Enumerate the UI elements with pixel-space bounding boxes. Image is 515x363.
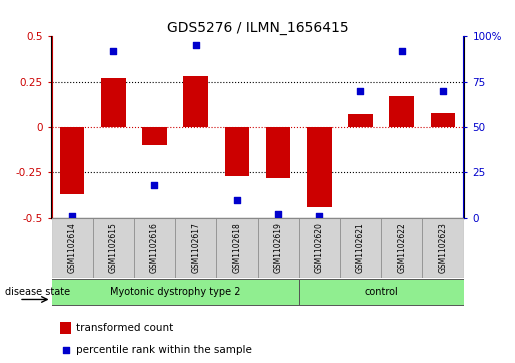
Point: [68, 213, 76, 219]
Bar: [142, 127, 167, 145]
Bar: [101, 78, 126, 127]
Point: [192, 42, 200, 48]
Point: [356, 88, 365, 94]
Text: GSM1102619: GSM1102619: [273, 222, 283, 273]
Point: [274, 211, 282, 217]
Text: GSM1102614: GSM1102614: [67, 222, 77, 273]
Point: [150, 182, 159, 188]
Bar: [348, 114, 373, 127]
Bar: [389, 96, 414, 127]
Bar: [258, 218, 299, 278]
Bar: [175, 218, 216, 278]
Title: GDS5276 / ILMN_1656415: GDS5276 / ILMN_1656415: [167, 21, 348, 35]
Bar: [134, 218, 175, 278]
Bar: [422, 218, 464, 278]
Bar: [431, 113, 455, 127]
Text: GSM1102616: GSM1102616: [150, 222, 159, 273]
Point: [109, 48, 117, 54]
Bar: [299, 279, 464, 305]
Bar: [60, 322, 71, 334]
Bar: [60, 127, 84, 194]
Point: [398, 48, 406, 54]
Bar: [381, 218, 422, 278]
Bar: [216, 218, 258, 278]
Text: GSM1102617: GSM1102617: [191, 222, 200, 273]
Bar: [183, 76, 208, 127]
Text: GSM1102621: GSM1102621: [356, 223, 365, 273]
Text: GSM1102623: GSM1102623: [438, 222, 448, 273]
Bar: [52, 218, 93, 278]
Text: Myotonic dystrophy type 2: Myotonic dystrophy type 2: [110, 287, 241, 297]
Text: GSM1102615: GSM1102615: [109, 222, 118, 273]
Point: [233, 197, 241, 203]
Bar: [93, 218, 134, 278]
Text: transformed count: transformed count: [76, 323, 173, 333]
Text: GSM1102618: GSM1102618: [232, 223, 242, 273]
Bar: [299, 218, 340, 278]
Bar: [266, 127, 290, 178]
Point: [439, 88, 447, 94]
Text: GSM1102622: GSM1102622: [397, 223, 406, 273]
Text: percentile rank within the sample: percentile rank within the sample: [76, 345, 251, 355]
Bar: [225, 127, 249, 176]
Text: disease state: disease state: [5, 287, 70, 297]
Point: [315, 213, 323, 219]
Text: control: control: [364, 287, 398, 297]
Point: [62, 347, 70, 353]
Bar: [307, 127, 332, 207]
Bar: [52, 279, 299, 305]
Bar: [340, 218, 381, 278]
Text: GSM1102620: GSM1102620: [315, 222, 324, 273]
